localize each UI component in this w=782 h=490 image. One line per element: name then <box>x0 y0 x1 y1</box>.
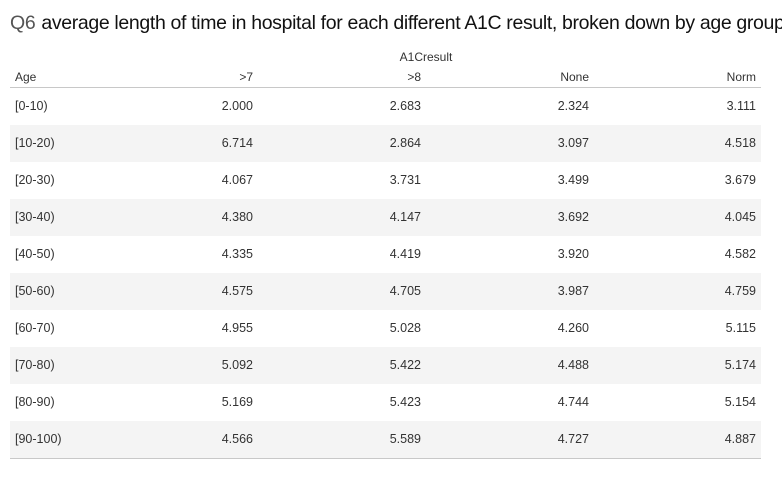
value-cell: 4.488 <box>557 358 589 372</box>
age-cell: [80-90) <box>15 395 55 409</box>
value-cell: 3.987 <box>557 284 589 298</box>
value-cell: 5.169 <box>221 395 253 409</box>
value-cell: 4.380 <box>221 210 253 224</box>
value-cell: 4.566 <box>221 432 253 446</box>
value-cell: 4.582 <box>724 247 756 261</box>
value-cell: 3.731 <box>389 173 421 187</box>
value-cell: 4.759 <box>724 284 756 298</box>
table-row: [0-10) 2.000 2.683 2.324 3.111 <box>10 88 761 125</box>
table-bottom-border <box>10 458 761 459</box>
value-cell: 4.887 <box>724 432 756 446</box>
column-header: None <box>560 70 589 84</box>
age-cell: [0-10) <box>15 99 48 113</box>
value-cell: 3.097 <box>557 136 589 150</box>
age-column-header: Age <box>15 70 37 84</box>
column-header: Norm <box>726 70 756 84</box>
value-cell: 5.423 <box>389 395 421 409</box>
value-cell: 2.683 <box>389 99 421 113</box>
value-cell: 5.092 <box>221 358 253 372</box>
table-row: [90-100) 4.566 5.589 4.727 4.887 <box>10 421 761 458</box>
table-row: [30-40) 4.380 4.147 3.692 4.045 <box>10 199 761 236</box>
chart-title: Q6 average length of time in hospital for… <box>10 12 782 35</box>
value-cell: 2.324 <box>557 99 589 113</box>
table-row: [40-50) 4.335 4.419 3.920 4.582 <box>10 236 761 273</box>
age-cell: [70-80) <box>15 358 55 372</box>
value-cell: 4.045 <box>724 210 756 224</box>
value-cell: 4.260 <box>557 321 589 335</box>
value-cell: 5.028 <box>389 321 421 335</box>
table-row: [60-70) 4.955 5.028 4.260 5.115 <box>10 310 761 347</box>
value-cell: 4.147 <box>389 210 421 224</box>
age-cell: [10-20) <box>15 136 55 150</box>
table-header-row: Age >7 >8 None Norm <box>10 68 761 88</box>
value-cell: 5.174 <box>724 358 756 372</box>
value-cell: 4.419 <box>389 247 421 261</box>
value-cell: 3.920 <box>557 247 589 261</box>
age-cell: [90-100) <box>15 432 62 446</box>
title-prefix: Q6 <box>10 12 36 34</box>
value-cell: 4.335 <box>221 247 253 261</box>
value-cell: 5.115 <box>725 321 756 335</box>
column-header: >8 <box>407 70 421 84</box>
table-row: [70-80) 5.092 5.422 4.488 5.174 <box>10 347 761 384</box>
table-row: [10-20) 6.714 2.864 3.097 4.518 <box>10 125 761 162</box>
value-cell: 3.692 <box>557 210 589 224</box>
table-row: [50-60) 4.575 4.705 3.987 4.759 <box>10 273 761 310</box>
value-cell: 5.589 <box>389 432 421 446</box>
age-cell: [40-50) <box>15 247 55 261</box>
table-row: [20-30) 4.067 3.731 3.499 3.679 <box>10 162 761 199</box>
value-cell: 4.575 <box>221 284 253 298</box>
value-cell: 5.154 <box>724 395 756 409</box>
value-cell: 3.499 <box>557 173 589 187</box>
age-cell: [60-70) <box>15 321 55 335</box>
value-cell: 2.864 <box>389 136 421 150</box>
value-cell: 4.067 <box>221 173 253 187</box>
table-body: [0-10) 2.000 2.683 2.324 3.111 [10-20) 6.714 2.… <box>10 88 761 458</box>
age-cell: [50-60) <box>15 284 55 298</box>
value-cell: 3.111 <box>726 99 756 113</box>
value-cell: 3.679 <box>724 173 756 187</box>
data-table: Age >7 >8 None Norm [0-10) 2.000 2.683 2.32… <box>10 68 761 459</box>
column-group-header: A1Cresult <box>399 50 453 64</box>
value-cell: 4.705 <box>389 284 421 298</box>
age-cell: [20-30) <box>15 173 55 187</box>
title-text: average length of time in hospital for e… <box>41 12 782 34</box>
value-cell: 4.518 <box>724 136 756 150</box>
value-cell: 4.955 <box>221 321 253 335</box>
value-cell: 4.744 <box>557 395 589 409</box>
value-cell: 5.422 <box>389 358 421 372</box>
value-cell: 2.000 <box>221 99 253 113</box>
table-row: [80-90) 5.169 5.423 4.744 5.154 <box>10 384 761 421</box>
column-header: >7 <box>239 70 253 84</box>
age-cell: [30-40) <box>15 210 55 224</box>
value-cell: 6.714 <box>221 136 253 150</box>
value-cell: 4.727 <box>557 432 589 446</box>
